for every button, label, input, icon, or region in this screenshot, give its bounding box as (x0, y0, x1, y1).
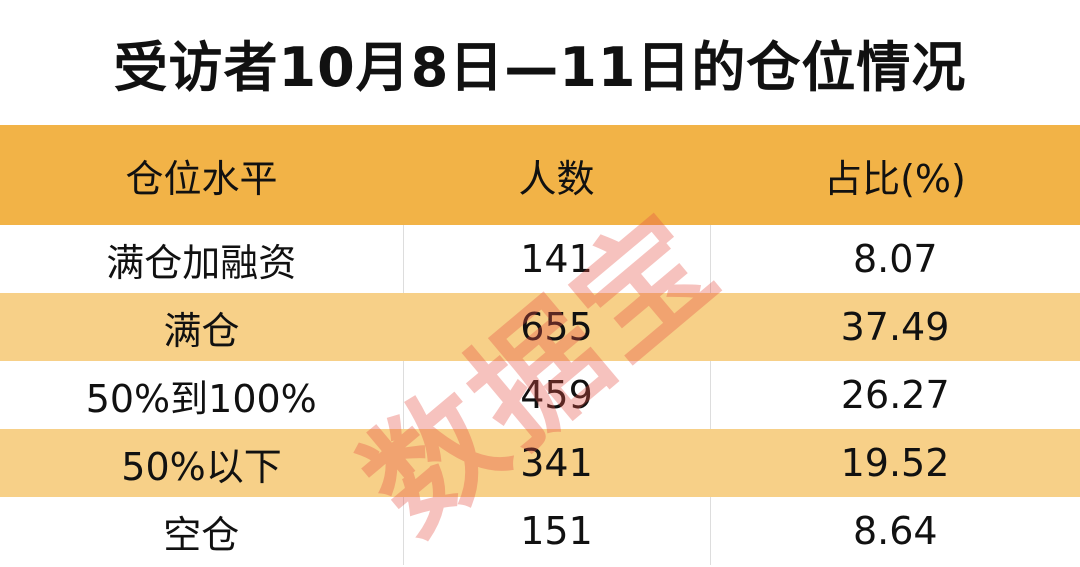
cell-percent: 8.64 (709, 497, 1080, 565)
cell-count: 341 (403, 429, 710, 497)
table-row: 满仓加融资 141 8.07 (0, 225, 1080, 293)
position-table: 仓位水平 人数 占比(%) 满仓加融资 141 8.07 满仓 655 37.49 50%到… (0, 125, 1080, 565)
cell-level: 满仓 (0, 293, 403, 361)
page-title: 受访者10月8日—11日的仓位情况 (113, 36, 967, 99)
cell-percent: 26.27 (709, 361, 1080, 429)
table-row: 空仓 151 8.64 (0, 497, 1080, 565)
cell-count: 459 (402, 361, 710, 429)
column-header: 占比(%) (710, 125, 1080, 225)
cell-count: 151 (402, 497, 710, 565)
cell-percent: 37.49 (710, 293, 1080, 361)
cell-percent: 19.52 (710, 429, 1080, 497)
cell-level: 满仓加融资 (0, 225, 403, 293)
table-row: 50%到100% 459 26.27 (0, 361, 1080, 429)
cell-level: 50%以下 (0, 429, 403, 497)
table-header-row: 仓位水平 人数 占比(%) (0, 125, 1080, 225)
cell-count: 655 (403, 293, 710, 361)
cell-count: 141 (402, 225, 710, 293)
column-header: 仓位水平 (0, 125, 403, 225)
table-row: 50%以下 341 19.52 (0, 429, 1080, 497)
cell-percent: 8.07 (709, 225, 1080, 293)
cell-level: 50%到100% (0, 361, 403, 429)
table-row: 满仓 655 37.49 (0, 293, 1080, 361)
cell-level: 空仓 (0, 497, 403, 565)
column-header: 人数 (403, 125, 710, 225)
